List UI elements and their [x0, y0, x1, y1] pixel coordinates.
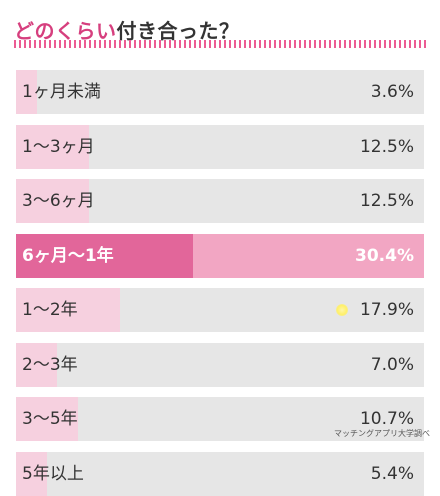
bar-category-label: 6ヶ月〜1年 [22, 245, 114, 266]
chart-title: どのくらい付き合った？ [14, 14, 426, 48]
bar-row: 3〜6ヶ月 12.5% [16, 179, 424, 223]
chart-header: どのくらい付き合った？ [14, 14, 426, 48]
title-part-2: 付き合った？ [116, 19, 240, 43]
bar-value-label: 10.7% [359, 409, 414, 429]
bar-fill [16, 397, 79, 441]
bar-value-label: 12.5% [359, 191, 414, 211]
bar-row: 2〜3年 7.0% [16, 342, 424, 387]
bar-row: 6ヶ月〜1年 30.4% [16, 233, 424, 278]
bar-fill [16, 288, 121, 332]
bar-value-label: 3.6% [370, 82, 414, 102]
title-part-1: どのくらい [14, 19, 117, 43]
bar-row: 1〜3ヶ月 12.5% [16, 124, 424, 169]
bar-value-label: 7.0% [370, 354, 414, 375]
bar-value-label: 12.5% [359, 136, 414, 157]
bar-fill [16, 70, 37, 114]
bar-category-label: 1〜2年 [22, 300, 78, 320]
bar-row: 3〜5年 10.7% [16, 397, 424, 441]
bar-value-label: 5.4% [370, 463, 414, 484]
bar-fill [16, 124, 89, 169]
bar-category-label: 3〜6ヶ月 [22, 191, 95, 211]
bar-category-label: 1ヶ月未満 [22, 82, 101, 102]
source-note: マッチングアプリ大学調べ [334, 429, 430, 438]
bar-fill [16, 342, 57, 387]
bar-value-label: 17.9% [359, 300, 414, 320]
bar-category-label: 3〜5年 [22, 409, 78, 429]
title-dotted-rule [14, 40, 426, 48]
bar-fill [16, 179, 89, 223]
bar-category-label: 1〜3ヶ月 [22, 136, 95, 157]
bar-category-label: 5年以上 [22, 463, 84, 484]
bar-row: 5年以上 5.4% [16, 451, 424, 496]
bar-row: 1〜2年 17.9% [16, 288, 424, 332]
bar-row: 1ヶ月未満 3.6% [16, 70, 424, 114]
bar-fill [16, 233, 194, 278]
bar-value-label: 30.4% [355, 245, 414, 266]
bar-category-label: 2〜3年 [22, 354, 78, 375]
sparkle-icon [336, 304, 348, 316]
